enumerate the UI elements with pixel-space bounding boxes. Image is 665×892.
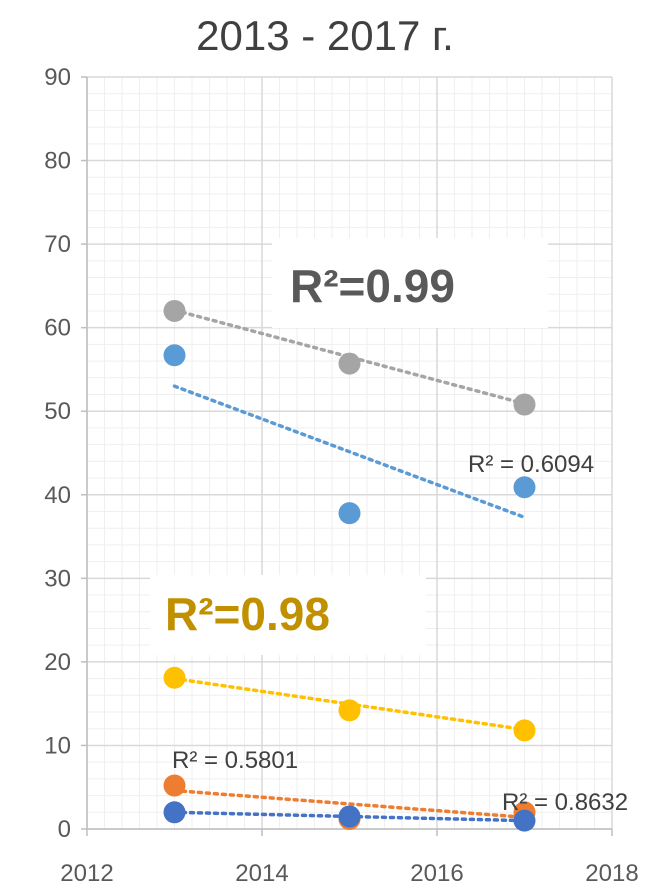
r2-box-top <box>272 238 548 328</box>
y-tick-label: 0 <box>58 816 71 843</box>
y-tick-label: 30 <box>44 565 71 592</box>
point-series-1 <box>338 352 361 375</box>
r2-label-yellow: R²=0.98 <box>165 588 330 640</box>
data-points <box>163 299 536 832</box>
y-tick-label: 80 <box>44 148 71 175</box>
y-tick-label: 40 <box>44 482 71 509</box>
point-series-5 <box>163 801 186 824</box>
point-series-3 <box>163 666 186 689</box>
r2-label-orange: R² = 0.5801 <box>172 747 298 774</box>
point-series-3 <box>338 699 361 722</box>
trendline-series-4 <box>172 788 527 820</box>
trendline-series-1 <box>172 308 527 406</box>
y-tick-label: 50 <box>44 398 71 425</box>
y-tick-label: 70 <box>44 231 71 258</box>
trendline-series-2 <box>172 384 527 520</box>
point-series-5 <box>513 809 536 832</box>
y-tick-label: 20 <box>44 649 71 676</box>
y-tick-label: 10 <box>44 732 71 759</box>
point-series-2 <box>163 344 186 367</box>
point-series-2 <box>513 476 536 499</box>
x-tick-label: 2014 <box>235 860 288 887</box>
chart-title: 2013 - 2017 г. <box>196 12 454 59</box>
r2-label-lightblue: R² = 0.6094 <box>468 451 594 478</box>
point-series-4 <box>163 774 186 797</box>
point-series-1 <box>163 299 186 322</box>
r2-box-middle <box>150 575 426 655</box>
point-series-2 <box>338 502 361 525</box>
r2-label-top: R²=0.99 <box>290 260 455 312</box>
y-tick-label: 60 <box>44 315 71 342</box>
point-series-3 <box>513 719 536 742</box>
r2-label-darkblue: R² = 0.8632 <box>502 789 628 816</box>
point-series-1 <box>513 393 536 416</box>
x-tick-label: 2012 <box>60 860 113 887</box>
x-tick-label: 2016 <box>410 860 463 887</box>
y-tick-labels: 0 10 20 30 40 50 60 70 80 90 <box>44 64 71 843</box>
point-series-5 <box>338 805 361 828</box>
x-tick-labels: 2012 2014 2016 2018 <box>60 860 638 887</box>
x-tick-label: 2018 <box>585 860 638 887</box>
y-tick-label: 90 <box>44 64 71 91</box>
